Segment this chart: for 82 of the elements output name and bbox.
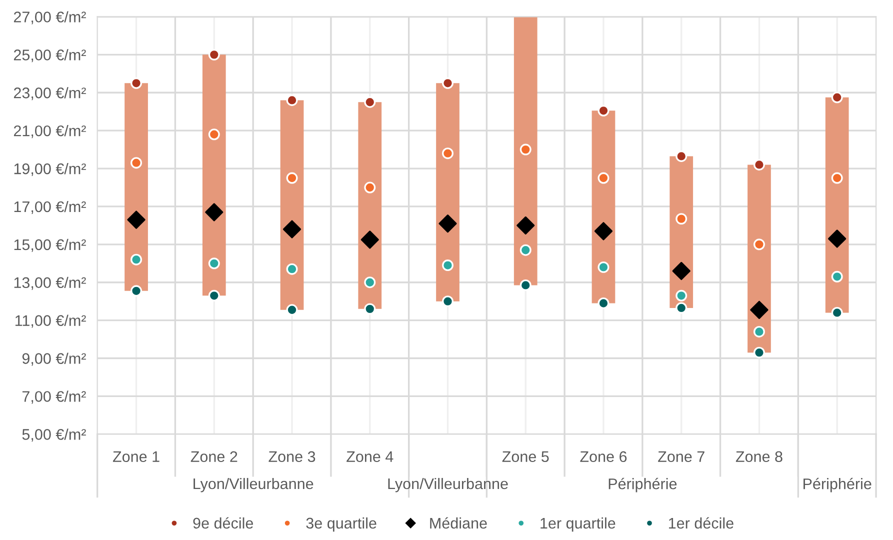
point	[676, 290, 688, 302]
point	[130, 77, 142, 89]
point	[598, 297, 610, 309]
point	[286, 94, 298, 106]
point	[676, 302, 688, 314]
point	[364, 96, 376, 108]
point	[208, 48, 220, 60]
bar	[202, 54, 226, 296]
bar	[825, 97, 849, 313]
legend-label: 9e décile	[193, 517, 254, 529]
y-tick-label: 21,00 €/m²	[14, 125, 86, 138]
y-tick-label: 17,00 €/m²	[14, 200, 86, 214]
point	[598, 261, 610, 273]
point	[753, 158, 765, 170]
x-tick-label: Zone 2	[190, 451, 238, 462]
point	[442, 77, 454, 89]
point	[208, 128, 220, 140]
point	[831, 92, 843, 104]
y-tick-label: 19,00 €/m²	[14, 162, 86, 176]
point	[520, 244, 532, 256]
legend-label: Médiane	[430, 517, 487, 529]
point	[676, 213, 688, 225]
point	[286, 263, 298, 275]
text: Lyon/Villeurbanne	[194, 478, 314, 492]
x-tick-label: Zone 6	[580, 451, 627, 462]
point	[208, 290, 220, 302]
x-tick-label: Zone 7	[658, 451, 704, 462]
point	[130, 254, 142, 266]
point	[831, 270, 843, 282]
point	[442, 260, 454, 272]
point	[676, 150, 688, 162]
y-tick-label: 23,00 €/m²	[14, 87, 86, 100]
legend-label: 3e quartile	[306, 517, 376, 532]
text: Lyon/Villeurbanne	[388, 478, 508, 492]
point	[598, 172, 610, 184]
point	[286, 304, 298, 316]
x-tick-label: Zone 3	[268, 451, 316, 462]
y-tick-label: 25,00 €/m²	[14, 49, 86, 62]
x-tick-label: Zone 8	[736, 451, 782, 462]
bar	[436, 83, 460, 302]
y-tick-label: 15,00 €/m²	[14, 238, 86, 252]
point	[828, 230, 846, 248]
point	[520, 279, 532, 291]
text: Périphérie	[608, 478, 677, 492]
x-tick-label: Zone 4	[346, 451, 394, 462]
y-tick-label: 7,00 €/m²	[22, 390, 86, 404]
point	[364, 276, 376, 288]
point	[753, 326, 765, 338]
y-tick-label: 5,00 €/m²	[22, 428, 86, 442]
point	[672, 262, 690, 280]
point	[286, 172, 298, 184]
point	[598, 104, 610, 116]
point	[127, 210, 146, 229]
point	[442, 148, 454, 160]
legend-label: 1er décile	[669, 517, 734, 529]
point	[208, 258, 220, 270]
y-tick-label: 27,00 €/m²	[14, 11, 86, 24]
x-tick-label: Zone 1	[112, 451, 160, 462]
point	[130, 157, 142, 169]
point	[282, 220, 302, 238]
y-tick-label: 11,00 €/m²	[15, 314, 86, 328]
point	[831, 172, 843, 184]
y-tick-label: 13,00 €/m²	[14, 276, 86, 290]
point	[438, 214, 457, 233]
point	[364, 182, 376, 194]
point	[750, 300, 768, 319]
point	[831, 306, 843, 318]
point	[753, 238, 765, 250]
point	[205, 203, 224, 222]
y-tick-label: 9,00 €/m²	[22, 352, 86, 366]
point	[360, 230, 379, 249]
legend-label: 1er quartile	[540, 517, 616, 532]
point	[516, 216, 535, 234]
point	[442, 296, 454, 308]
point	[130, 285, 142, 297]
point	[520, 144, 532, 156]
point	[364, 303, 376, 315]
point	[594, 222, 613, 240]
text: Périphérie	[804, 478, 872, 492]
bar	[514, 16, 538, 286]
point	[753, 346, 765, 358]
x-tick-label: Zone 5	[502, 451, 549, 462]
